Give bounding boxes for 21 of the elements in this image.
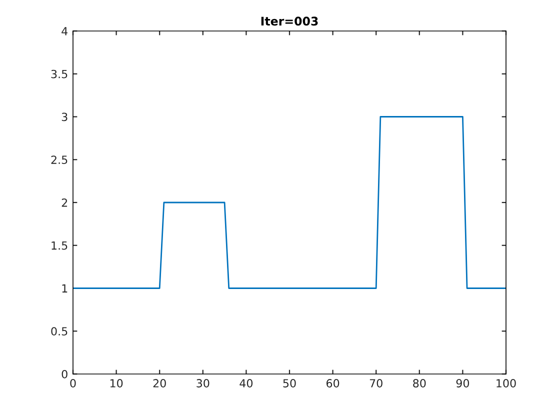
y-tick-label: 3.5 (51, 70, 68, 78)
x-tick-label: 60 (326, 379, 340, 388)
x-tick-label: 30 (196, 379, 210, 388)
x-tick-label: 20 (153, 379, 166, 388)
chart-title: Iter=003 (261, 16, 318, 26)
y-tick-label: 2 (62, 198, 68, 207)
y-tick-label: 1.5 (52, 241, 68, 250)
x-tick-label: 50 (283, 379, 296, 388)
x-tick-label: 80 (413, 379, 426, 388)
x-tick-label: 100 (496, 379, 516, 388)
y-tick-label: 3 (62, 112, 68, 122)
y-tick-label: 4 (62, 27, 68, 36)
y-tick-label: 1 (62, 284, 68, 292)
x-tick-label: 40 (240, 379, 253, 388)
x-tick-label: 10 (110, 379, 123, 388)
x-tick-label: 0 (70, 379, 76, 388)
y-tick-label: 0 (62, 370, 68, 378)
y-tick-label: 0.5 (51, 327, 68, 336)
x-tick-label: 90 (456, 379, 470, 388)
x-tick-label: 70 (370, 379, 382, 388)
y-tick-label: 2.5 (51, 156, 68, 164)
